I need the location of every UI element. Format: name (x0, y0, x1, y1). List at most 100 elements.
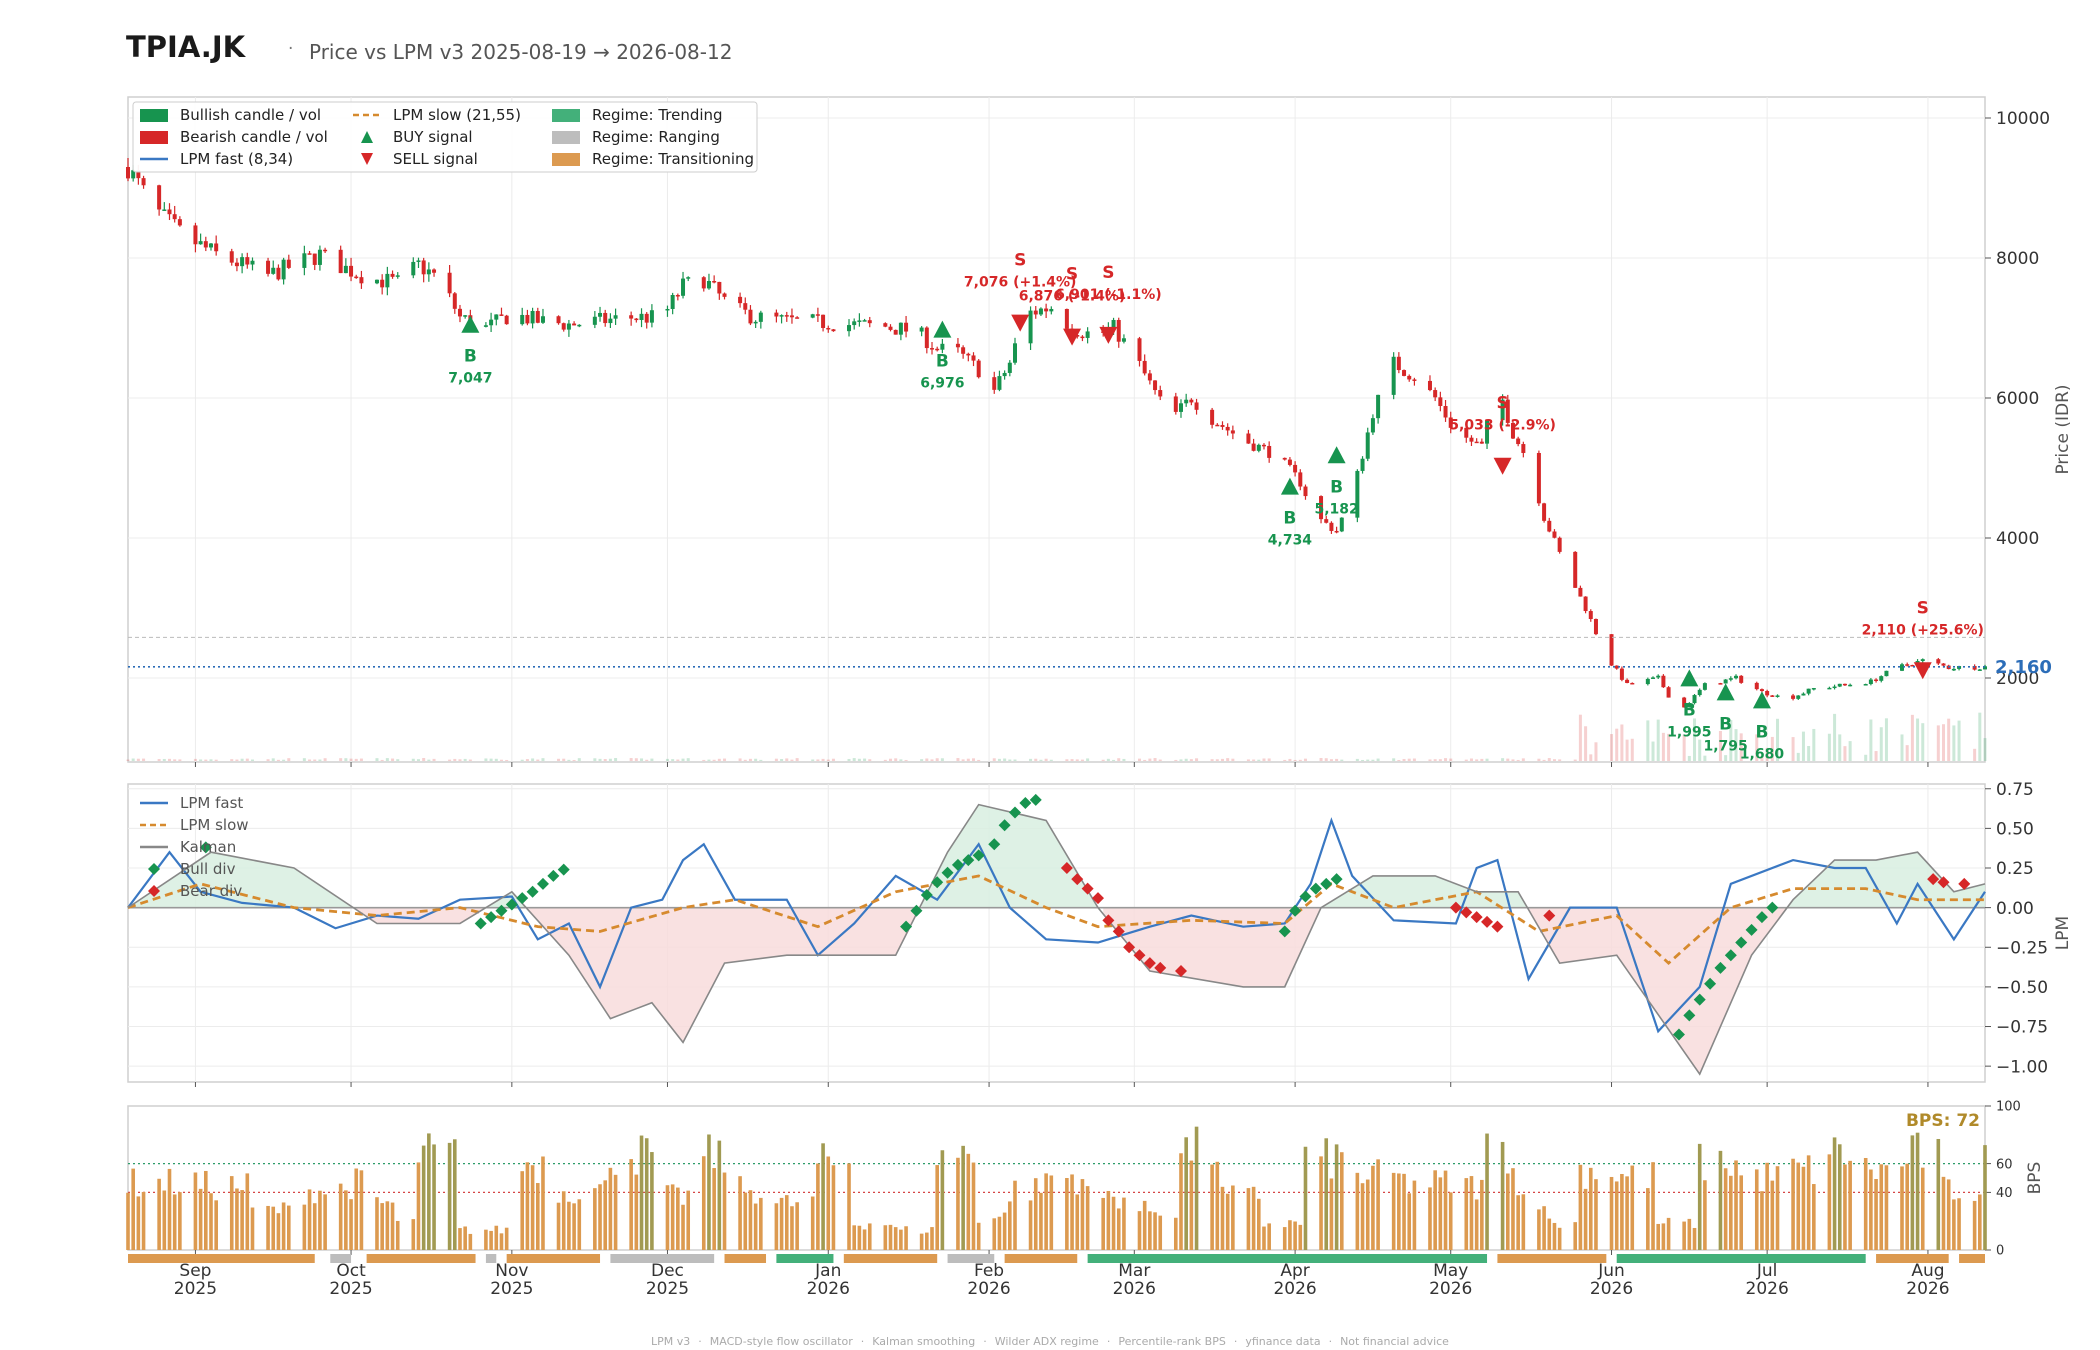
volume-bar (1812, 728, 1816, 761)
bps-bars (126, 1126, 1987, 1250)
volume-bar (178, 759, 182, 761)
volume-bar (531, 758, 535, 761)
bps-bar (1651, 1162, 1655, 1250)
bps-bar (956, 1157, 960, 1250)
buy-signal-letter: B (1283, 509, 1296, 529)
bps-bar (665, 1185, 670, 1250)
volume-bar (344, 758, 348, 761)
legend-swatch (552, 109, 580, 122)
volume-bar (977, 759, 981, 761)
bearish-candle (338, 249, 343, 274)
bullish-candle (1697, 689, 1702, 696)
bearish-candle (1407, 375, 1412, 380)
volume-bar (614, 758, 618, 761)
volume-bar (1910, 714, 1914, 761)
volume-bar (375, 758, 379, 761)
bearish-candle (234, 262, 239, 267)
bearish-candle (1619, 668, 1624, 680)
volume-bar (313, 759, 317, 761)
bps-bar (795, 1202, 799, 1250)
bearish-candle (1521, 444, 1526, 453)
bps-bar (1661, 1223, 1666, 1250)
regime-ranging (610, 1254, 715, 1263)
volume-bar (961, 759, 965, 761)
bear-div-marker (1143, 957, 1156, 970)
volume-bar (1796, 752, 1800, 761)
bearish-candle (1173, 396, 1178, 412)
volume-bar (308, 759, 312, 761)
bps-bar (1262, 1226, 1266, 1250)
negative-area (356, 907, 486, 924)
bearish-candle (821, 314, 826, 328)
bearish-candle (1287, 459, 1292, 465)
bearish-candle (1609, 634, 1614, 666)
bull-div-marker (1735, 936, 1748, 949)
volume-bar (536, 759, 540, 761)
volume-bar (992, 758, 996, 761)
bps-bar (930, 1227, 934, 1250)
bps-bar (385, 1201, 390, 1250)
volume-bar (1833, 713, 1837, 761)
bullish-candle (416, 260, 421, 262)
bps-bar (1194, 1126, 1199, 1250)
bps-bar (1142, 1200, 1147, 1250)
bullish-candle (395, 275, 400, 277)
bps-bar (753, 1203, 758, 1250)
volume-bar (1807, 746, 1811, 761)
bearish-candle (1220, 425, 1225, 427)
bull-div-marker (1320, 877, 1333, 890)
lpm-slow-line (127, 874, 1985, 966)
bps-bar (1220, 1186, 1225, 1250)
bearish-candle (893, 329, 898, 335)
volume-bar (1438, 759, 1442, 761)
volume-bar (831, 758, 835, 761)
volume-bar (577, 758, 581, 761)
volume-bar (448, 759, 452, 761)
bullish-candle (1391, 356, 1396, 395)
bullish-candle (494, 314, 499, 320)
volume-bar (1137, 758, 1141, 761)
bearish-candle (1739, 675, 1744, 683)
bps-bar (1225, 1193, 1230, 1250)
bull-div-marker (1299, 890, 1312, 903)
bps-bar (821, 1143, 825, 1250)
bps-bar (1267, 1223, 1271, 1250)
bearish-candle (935, 348, 940, 351)
volume-bar (1376, 758, 1380, 761)
legend-swatch (148, 885, 160, 897)
bearish-candle (193, 225, 198, 245)
bearish-candle (1588, 611, 1593, 620)
volume-bar (1329, 759, 1333, 761)
volume-bar (1106, 758, 1110, 761)
volume-bar (1080, 759, 1084, 761)
volume-bar (1298, 759, 1302, 761)
volume-bar (1226, 758, 1230, 761)
bps-bar (452, 1139, 457, 1250)
bps-bar (1179, 1153, 1183, 1250)
volume-bar (1122, 758, 1126, 761)
bullish-candle (250, 260, 255, 265)
bullish-candle (1848, 684, 1853, 687)
legend-swatch (361, 131, 373, 143)
bps-bar (1407, 1193, 1412, 1250)
volume-bar (1407, 758, 1411, 761)
volume-bar (1475, 759, 1479, 761)
volume-bar (925, 758, 929, 761)
volume-bar (458, 759, 462, 761)
volume-bar (1973, 748, 1977, 761)
bps-bar (790, 1206, 794, 1250)
bps-bar (1106, 1190, 1111, 1250)
bps-bar (717, 1140, 722, 1250)
volume-bar (645, 759, 649, 761)
bps-bar (375, 1197, 379, 1250)
bps-bar (1246, 1188, 1251, 1250)
bearish-candle (1298, 472, 1303, 487)
volume-bar (380, 759, 384, 761)
bearish-candle (1033, 310, 1038, 315)
sell-signal-price: 5,033 (-2.9%) (1449, 418, 1556, 434)
bps-bar (344, 1190, 348, 1250)
bullish-candle (302, 253, 307, 268)
y-tick-label: −1.00 (1996, 1057, 2048, 1077)
bullish-candle (1002, 372, 1007, 377)
volume-bar (1983, 738, 1987, 761)
